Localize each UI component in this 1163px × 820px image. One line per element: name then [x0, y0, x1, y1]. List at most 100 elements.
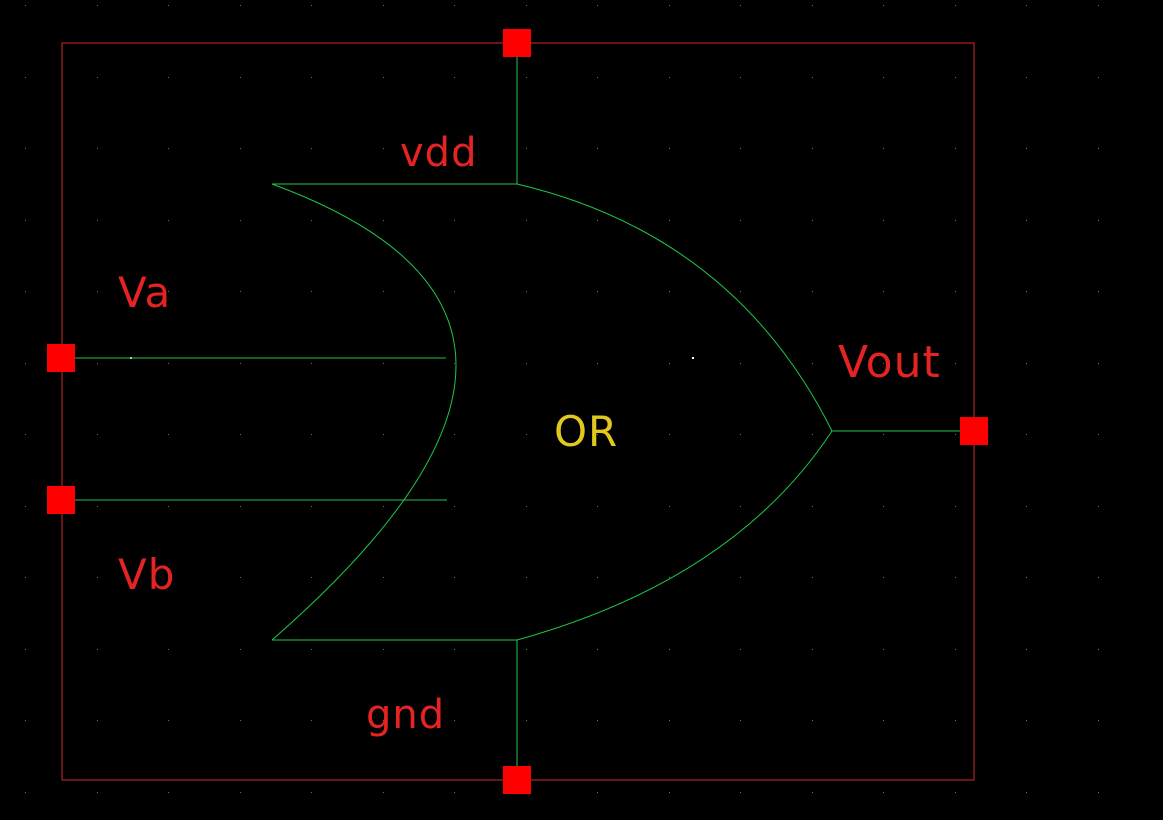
- grid-dot: [25, 506, 26, 507]
- grid-dot: [97, 720, 98, 721]
- grid-dot: [1098, 434, 1099, 435]
- grid-dot: [240, 506, 241, 507]
- grid-dot: [1098, 506, 1099, 507]
- grid-dot: [1026, 291, 1027, 292]
- pin-gnd[interactable]: [503, 766, 531, 794]
- grid-dot: [883, 148, 884, 149]
- grid-dot: [812, 649, 813, 650]
- grid-dot: [1098, 148, 1099, 149]
- label-vb: Vb: [118, 550, 175, 599]
- pin-vdd[interactable]: [503, 29, 531, 57]
- grid-dot: [597, 577, 598, 578]
- pin-vout[interactable]: [960, 417, 988, 445]
- grid-dot: [740, 148, 741, 149]
- grid-dot: [383, 291, 384, 292]
- grid-dot: [812, 148, 813, 149]
- grid-dot: [240, 5, 241, 6]
- grid-dot: [955, 148, 956, 149]
- grid-dot: [383, 363, 384, 364]
- grid-dot: [383, 77, 384, 78]
- grid-dot: [25, 363, 26, 364]
- pins[interactable]: [47, 29, 988, 794]
- grid-dot: [1026, 720, 1027, 721]
- grid-dot: [1026, 148, 1027, 149]
- grid-dot: [955, 291, 956, 292]
- grid-dot: [526, 5, 527, 6]
- grid-dot: [97, 577, 98, 578]
- grid-dot: [1026, 220, 1027, 221]
- grid-dot: [97, 363, 98, 364]
- grid-dot: [454, 363, 455, 364]
- grid-dot: [597, 77, 598, 78]
- grid-dot: [240, 363, 241, 364]
- gate-bottom-arc: [516, 430, 833, 641]
- grid-dots: [25, 5, 1099, 793]
- grid-dot: [311, 506, 312, 507]
- grid-dot: [97, 649, 98, 650]
- grid-dot: [168, 434, 169, 435]
- grid-dot: [454, 577, 455, 578]
- grid-dot: [597, 649, 598, 650]
- grid-dot: [883, 792, 884, 793]
- grid-dot: [454, 148, 455, 149]
- grid-dot: [812, 506, 813, 507]
- grid-dot: [240, 720, 241, 721]
- grid-dot: [454, 77, 455, 78]
- label-gnd: gnd: [366, 692, 445, 738]
- grid-dot: [955, 363, 956, 364]
- grid-dot: [669, 720, 670, 721]
- grid-dot: [1026, 77, 1027, 78]
- grid-dot: [740, 220, 741, 221]
- grid-dot: [955, 649, 956, 650]
- grid-dot: [311, 792, 312, 793]
- grid-dot: [883, 291, 884, 292]
- grid-dot: [597, 220, 598, 221]
- grid-dot: [25, 577, 26, 578]
- grid-dot: [740, 77, 741, 78]
- pin-vb[interactable]: [47, 486, 75, 514]
- pin-va[interactable]: [47, 344, 75, 372]
- grid-dot: [883, 220, 884, 221]
- grid-dot: [526, 363, 527, 364]
- grid-dot: [311, 649, 312, 650]
- grid-dot: [597, 792, 598, 793]
- grid-dot: [25, 5, 26, 6]
- grid-dot: [955, 577, 956, 578]
- symbol-boundary: [61, 42, 975, 781]
- grid-dot: [454, 720, 455, 721]
- grid-dot: [883, 363, 884, 364]
- grid-dot: [669, 506, 670, 507]
- grid-dot: [740, 434, 741, 435]
- grid-dot: [97, 148, 98, 149]
- label-vdd: vdd: [400, 130, 477, 176]
- grid-dot: [669, 5, 670, 6]
- grid-dot: [383, 720, 384, 721]
- grid-dot: [168, 720, 169, 721]
- grid-dot: [812, 363, 813, 364]
- grid-dot: [740, 291, 741, 292]
- grid-dot: [812, 434, 813, 435]
- grid-dot: [240, 77, 241, 78]
- grid-dot: [311, 720, 312, 721]
- grid-dot: [1098, 291, 1099, 292]
- grid-dot: [383, 220, 384, 221]
- wire-marker: [130, 357, 132, 359]
- grid-dot: [1098, 720, 1099, 721]
- grid-dot: [883, 77, 884, 78]
- grid-dot: [1098, 649, 1099, 650]
- grid-dot: [955, 77, 956, 78]
- grid-dot: [740, 649, 741, 650]
- grid-dot: [25, 649, 26, 650]
- wires: [62, 43, 974, 780]
- grid-dot: [1098, 792, 1099, 793]
- grid-dot: [240, 792, 241, 793]
- grid-dot: [597, 720, 598, 721]
- grid-dot: [240, 148, 241, 149]
- gate-back-curve: [271, 183, 457, 641]
- grid-dot: [740, 506, 741, 507]
- grid-dot: [669, 363, 670, 364]
- grid-dot: [955, 792, 956, 793]
- grid-dot: [526, 434, 527, 435]
